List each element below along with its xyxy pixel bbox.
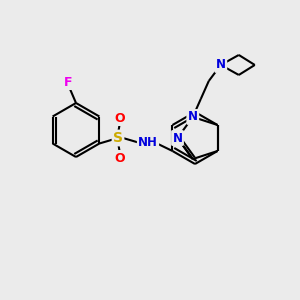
Text: N: N — [172, 131, 182, 145]
Text: N: N — [216, 58, 226, 71]
Text: N: N — [188, 110, 198, 124]
Text: NH: NH — [138, 136, 158, 149]
Text: O: O — [115, 152, 125, 164]
Text: O: O — [115, 112, 125, 124]
Text: F: F — [64, 76, 72, 88]
Text: S: S — [113, 131, 123, 145]
